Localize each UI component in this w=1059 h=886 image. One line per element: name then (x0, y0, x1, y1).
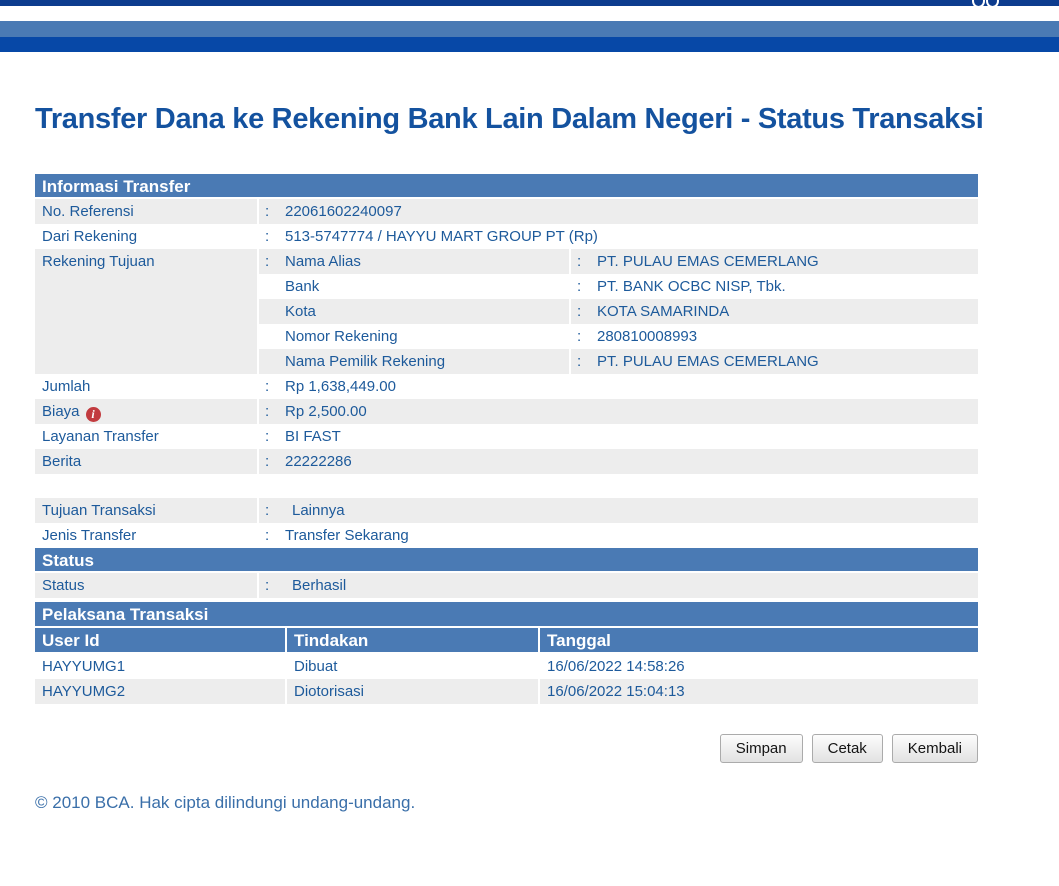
colon (265, 399, 285, 424)
row-label: Nomor Rekening (285, 328, 398, 345)
column-header-user-id: User Id (42, 631, 100, 650)
row-label: Layanan Transfer (42, 428, 159, 445)
row-label: Tujuan Transaksi (42, 502, 156, 519)
row-value: KOTA SAMARINDA (597, 303, 730, 320)
table-row: HAYYUMG2 Diotorisasi 16/06/2022 15:04:13 (35, 679, 978, 704)
table-row: Dari Rekening 513-5747774 / HAYYU MART G… (35, 224, 978, 249)
table-row: Bank PT. BANK OCBC NISP, Tbk. (259, 274, 978, 299)
copyright-notice: © 2010 BCA. Hak cipta dilindungi undang-… (35, 793, 416, 812)
cell-tindakan: Dibuat (285, 654, 538, 679)
column-header-tindakan: Tindakan (285, 628, 538, 652)
colon (577, 299, 597, 324)
row-label: Kota (285, 303, 316, 320)
action-buttons: Simpan Cetak Kembali (35, 734, 978, 763)
cell-tindakan: Diotorisasi (285, 679, 538, 704)
row-label: Bank (285, 278, 320, 295)
spacer-row (35, 474, 978, 498)
table-row: Nomor Rekening 280810008993 (259, 324, 978, 349)
table-row: No. Referensi 22061602240097 (35, 199, 978, 224)
row-value: PT. PULAU EMAS CEMERLANG (597, 253, 819, 270)
top-navy-bar (0, 0, 1059, 6)
colon (577, 249, 597, 274)
row-label: Status (42, 577, 85, 594)
row-label: Berita (42, 453, 82, 470)
table-row: Layanan Transfer BI FAST (35, 424, 978, 449)
row-value: 22061602240097 (285, 203, 402, 220)
status-value: Berhasil (292, 577, 347, 594)
section-header-pelaksana-transaksi: Pelaksana Transaksi (35, 602, 978, 628)
row-label: Biaya (42, 403, 80, 420)
colon (265, 424, 285, 449)
row-value: 280810008993 (597, 328, 698, 345)
table-row: Tujuan Transaksi Lainnya (35, 498, 978, 523)
section-header-informasi-transfer: Informasi Transfer (35, 174, 978, 199)
table-row: Jenis Transfer Transfer Sekarang (35, 523, 978, 548)
partial-logo-glyphs-icon (972, 0, 1002, 6)
cell-user-id: HAYYUMG1 (42, 658, 126, 675)
row-value: 22222286 (285, 453, 352, 470)
top-white-gap (0, 6, 1059, 21)
colon (577, 349, 597, 374)
colon (265, 374, 285, 399)
page-title: Transfer Dana ke Rekening Bank Lain Dala… (35, 103, 984, 135)
table-row: Status Berhasil (35, 573, 978, 598)
row-label: No. Referensi (42, 203, 134, 220)
table-row: Berita 22222286 (35, 449, 978, 474)
row-value: Transfer Sekarang (285, 527, 409, 544)
colon (265, 249, 285, 274)
section-header-status: Status (35, 548, 978, 573)
row-label: Jumlah (42, 378, 91, 395)
row-label: Rekening Tujuan (35, 249, 257, 374)
row-value: Rp 1,638,449.00 (285, 378, 396, 395)
cell-user-id: HAYYUMG2 (42, 683, 126, 700)
colon (577, 324, 597, 349)
row-value: Rp 2,500.00 (285, 403, 367, 420)
row-label: Jenis Transfer (42, 527, 137, 544)
table-row: Biaya Rp 2,500.00 (35, 399, 978, 424)
row-value: 513-5747774 / HAYYU MART GROUP PT (Rp) (285, 228, 598, 245)
table-row: HAYYUMG1 Dibuat 16/06/2022 14:58:26 (35, 654, 978, 679)
colon (265, 449, 285, 474)
colon (265, 498, 285, 523)
table-row: Nama Pemilik Rekening PT. PULAU EMAS CEM… (259, 349, 978, 374)
row-value: PT. BANK OCBC NISP, Tbk. (597, 278, 786, 295)
kembali-button[interactable]: Kembali (891, 734, 978, 763)
rekening-tujuan-group: Rekening Tujuan Nama Alias PT. PULAU EMA… (35, 249, 978, 374)
table-row: Kota KOTA SAMARINDA (259, 299, 978, 324)
row-label: Dari Rekening (42, 228, 138, 245)
transfer-status-panel: Informasi Transfer No. Referensi 2206160… (35, 174, 978, 704)
row-value: PT. PULAU EMAS CEMERLANG (597, 353, 819, 370)
table-row: Nama Alias PT. PULAU EMAS CEMERLANG (259, 249, 978, 274)
table-row: Jumlah Rp 1,638,449.00 (35, 374, 978, 399)
row-value: Lainnya (292, 502, 345, 519)
cell-tanggal: 16/06/2022 15:04:13 (538, 679, 978, 704)
column-header-tanggal: Tanggal (538, 628, 978, 652)
colon (265, 573, 285, 598)
colon (265, 224, 285, 249)
row-label: Nama Pemilik Rekening (285, 353, 446, 370)
row-value: BI FAST (285, 428, 341, 445)
row-label: Nama Alias (285, 253, 361, 270)
nav-bar-steel (0, 21, 1059, 37)
simpan-button[interactable]: Simpan (719, 734, 803, 763)
cetak-button[interactable]: Cetak (811, 734, 883, 763)
pelaksana-column-headers: User Id Tindakan Tanggal (35, 628, 978, 654)
colon (265, 523, 285, 548)
colon (265, 199, 285, 224)
spacer-row (35, 598, 978, 602)
colon (577, 274, 597, 299)
info-icon[interactable] (85, 407, 101, 422)
nav-bar-royal (0, 37, 1059, 52)
cell-tanggal: 16/06/2022 14:58:26 (538, 654, 978, 679)
